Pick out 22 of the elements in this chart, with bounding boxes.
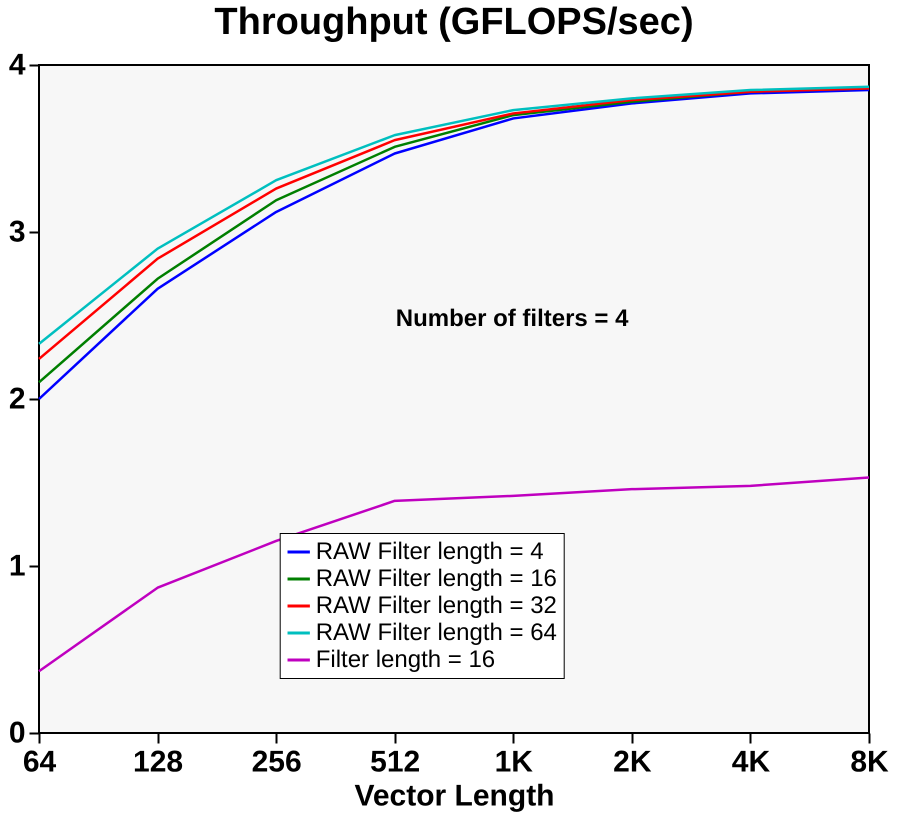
x-axis-title: Vector Length: [354, 780, 555, 812]
legend-label: Filter length = 16: [316, 646, 496, 673]
x-tick-label: 128: [133, 746, 184, 778]
x-tick-label: 512: [370, 746, 420, 778]
legend-label: RAW Filter length = 64: [316, 619, 557, 646]
x-tick-label: 2K: [613, 746, 652, 778]
legend-label: RAW Filter length = 4: [316, 538, 544, 565]
x-tick-label: 1K: [494, 746, 534, 778]
line-series: [38, 476, 870, 672]
y-tick-label: 2: [8, 382, 26, 416]
y-tick-label: 0: [8, 716, 26, 750]
x-tick-label: 64: [22, 746, 56, 778]
legend-label: RAW Filter length = 32: [316, 592, 557, 619]
y-tick-label: 1: [8, 550, 26, 582]
y-tick-label: 4: [8, 48, 26, 82]
legend-label: RAW Filter length = 16: [316, 565, 557, 592]
x-tick-label: 8K: [850, 746, 890, 778]
x-tick-label: 4K: [732, 746, 770, 778]
y-tick-label: 3: [8, 216, 26, 248]
chart-title: Throughput (GFLOPS/sec): [214, 1, 694, 43]
annotation: Number of filters = 4: [396, 304, 630, 332]
x-tick-label: 256: [252, 746, 302, 778]
